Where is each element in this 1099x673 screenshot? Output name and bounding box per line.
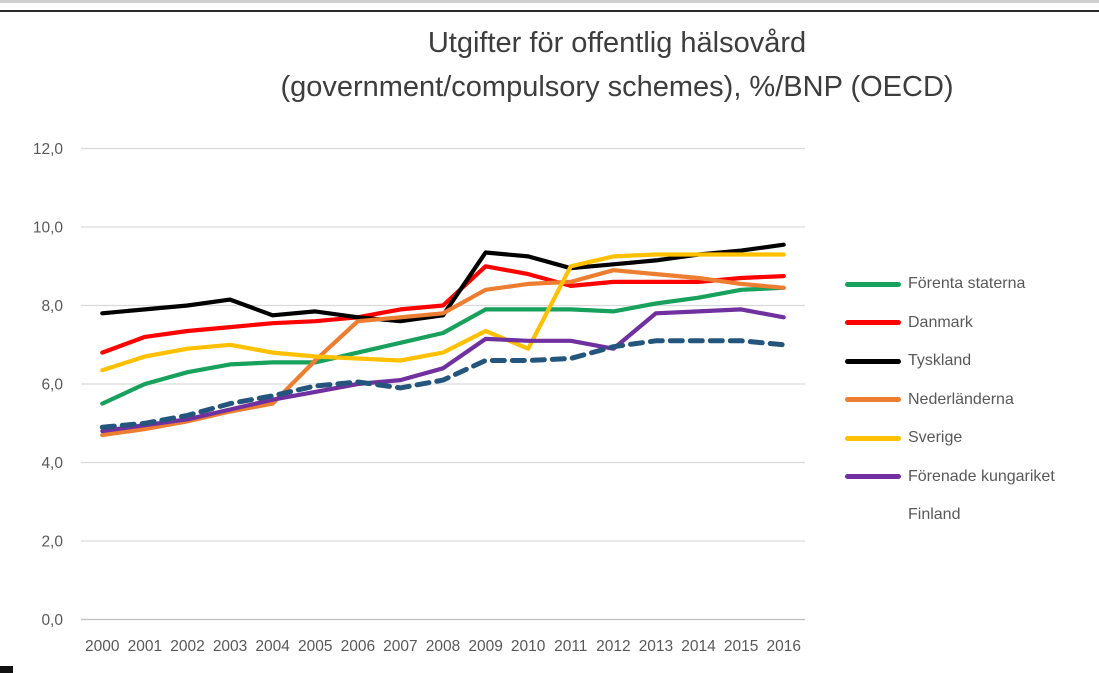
x-tick-label-2009: 2009 — [468, 638, 502, 655]
bottom-left-mark — [0, 666, 13, 673]
x-tick-label-2012: 2012 — [596, 638, 630, 655]
legend-item-danmark[interactable]: Danmark — [845, 309, 1055, 337]
legend-item-label: Tyskland — [908, 352, 972, 369]
x-tick-label-2011: 2011 — [554, 638, 587, 655]
chart-top-border — [0, 10, 1099, 12]
x-tick-label-2002: 2002 — [170, 638, 204, 655]
y-axis-tick-labels: 0,0 2,0 4,0 6,0 8,0 10,0 12,0 — [33, 141, 64, 629]
legend-line-swatch-icon — [845, 435, 901, 441]
x-tick-label-2013: 2013 — [639, 638, 673, 655]
legend-line-swatch-icon — [845, 512, 901, 518]
legend-item-label: Nederländerna — [908, 390, 1014, 408]
x-tick-label-2008: 2008 — [426, 638, 460, 655]
legend-item-nederl-nderna[interactable]: Nederländerna — [845, 386, 1055, 414]
series-line-f-renade-kungariket[interactable] — [100, 307, 786, 434]
legend-item-label: Sverige — [908, 429, 963, 446]
legend-item-finland[interactable]: Finland — [845, 501, 1055, 529]
legend-line-swatch-icon — [845, 397, 901, 402]
chart-title: Utgifter för offentlig hälsovård (govern… — [135, 21, 1099, 109]
y-tick-label-12: 12,0 — [33, 141, 64, 158]
y-tick-label-0: 0,0 — [41, 612, 63, 629]
x-tick-label-2006: 2006 — [341, 638, 375, 655]
gridlines — [81, 147, 805, 621]
x-tick-label-2001: 2001 — [128, 638, 162, 655]
x-tick-label-2005: 2005 — [298, 638, 332, 655]
chart-title-line-1: Utgifter för offentlig hälsovård — [427, 27, 807, 59]
series-line-finland[interactable] — [99, 338, 787, 430]
legend-item-f-renade-kungariket[interactable]: Förenade kungariket — [845, 463, 1055, 491]
legend-item-f-renta-staterna[interactable]: Förenta staterna — [845, 270, 1055, 298]
series-line-sverige[interactable] — [100, 252, 786, 373]
series-line-danmark[interactable] — [100, 264, 786, 355]
chart-title-line-2: (government/compulsory schemes), %/BNP (… — [280, 71, 954, 103]
legend-line-swatch-icon — [845, 320, 901, 325]
y-tick-label-4: 4,0 — [41, 455, 63, 472]
x-tick-label-2010: 2010 — [511, 638, 546, 655]
legend-item-label: Danmark — [908, 313, 973, 331]
legend-line-swatch-icon — [845, 281, 901, 287]
legend-item-label: Förenade kungariket — [908, 467, 1055, 485]
legend: Förenta staterna Danmark Tyskland Nederl… — [845, 270, 1055, 529]
y-tick-label-2: 2,0 — [41, 534, 63, 551]
legend-item-sverige[interactable]: Sverige — [845, 424, 1055, 452]
x-tick-label-2014: 2014 — [681, 638, 716, 655]
series-line-f-renta-staterna[interactable] — [100, 285, 786, 406]
window-top-edge — [0, 0, 1099, 3]
legend-item-tyskland[interactable]: Tyskland — [845, 347, 1055, 375]
x-tick-label-2000: 2000 — [85, 638, 120, 655]
legend-item-label: Förenta staterna — [908, 275, 1026, 292]
legend-line-swatch-icon — [845, 358, 901, 364]
x-tick-label-2015: 2015 — [724, 638, 758, 655]
x-tick-label-2007: 2007 — [383, 638, 417, 655]
y-tick-label-10: 10,0 — [33, 220, 64, 237]
legend-item-label: Finland — [908, 506, 961, 523]
x-tick-label-2016: 2016 — [766, 638, 800, 655]
y-tick-label-8: 8,0 — [41, 298, 63, 315]
x-tick-label-2004: 2004 — [255, 638, 290, 655]
y-tick-label-6: 6,0 — [41, 377, 63, 394]
x-tick-label-2003: 2003 — [213, 638, 247, 655]
series-lines — [99, 242, 787, 438]
legend-line-swatch-icon — [845, 474, 901, 479]
x-axis-tick-labels: 2000 2001 2002 2003 2004 2005 2006 2007 2008 2009… — [85, 638, 801, 655]
